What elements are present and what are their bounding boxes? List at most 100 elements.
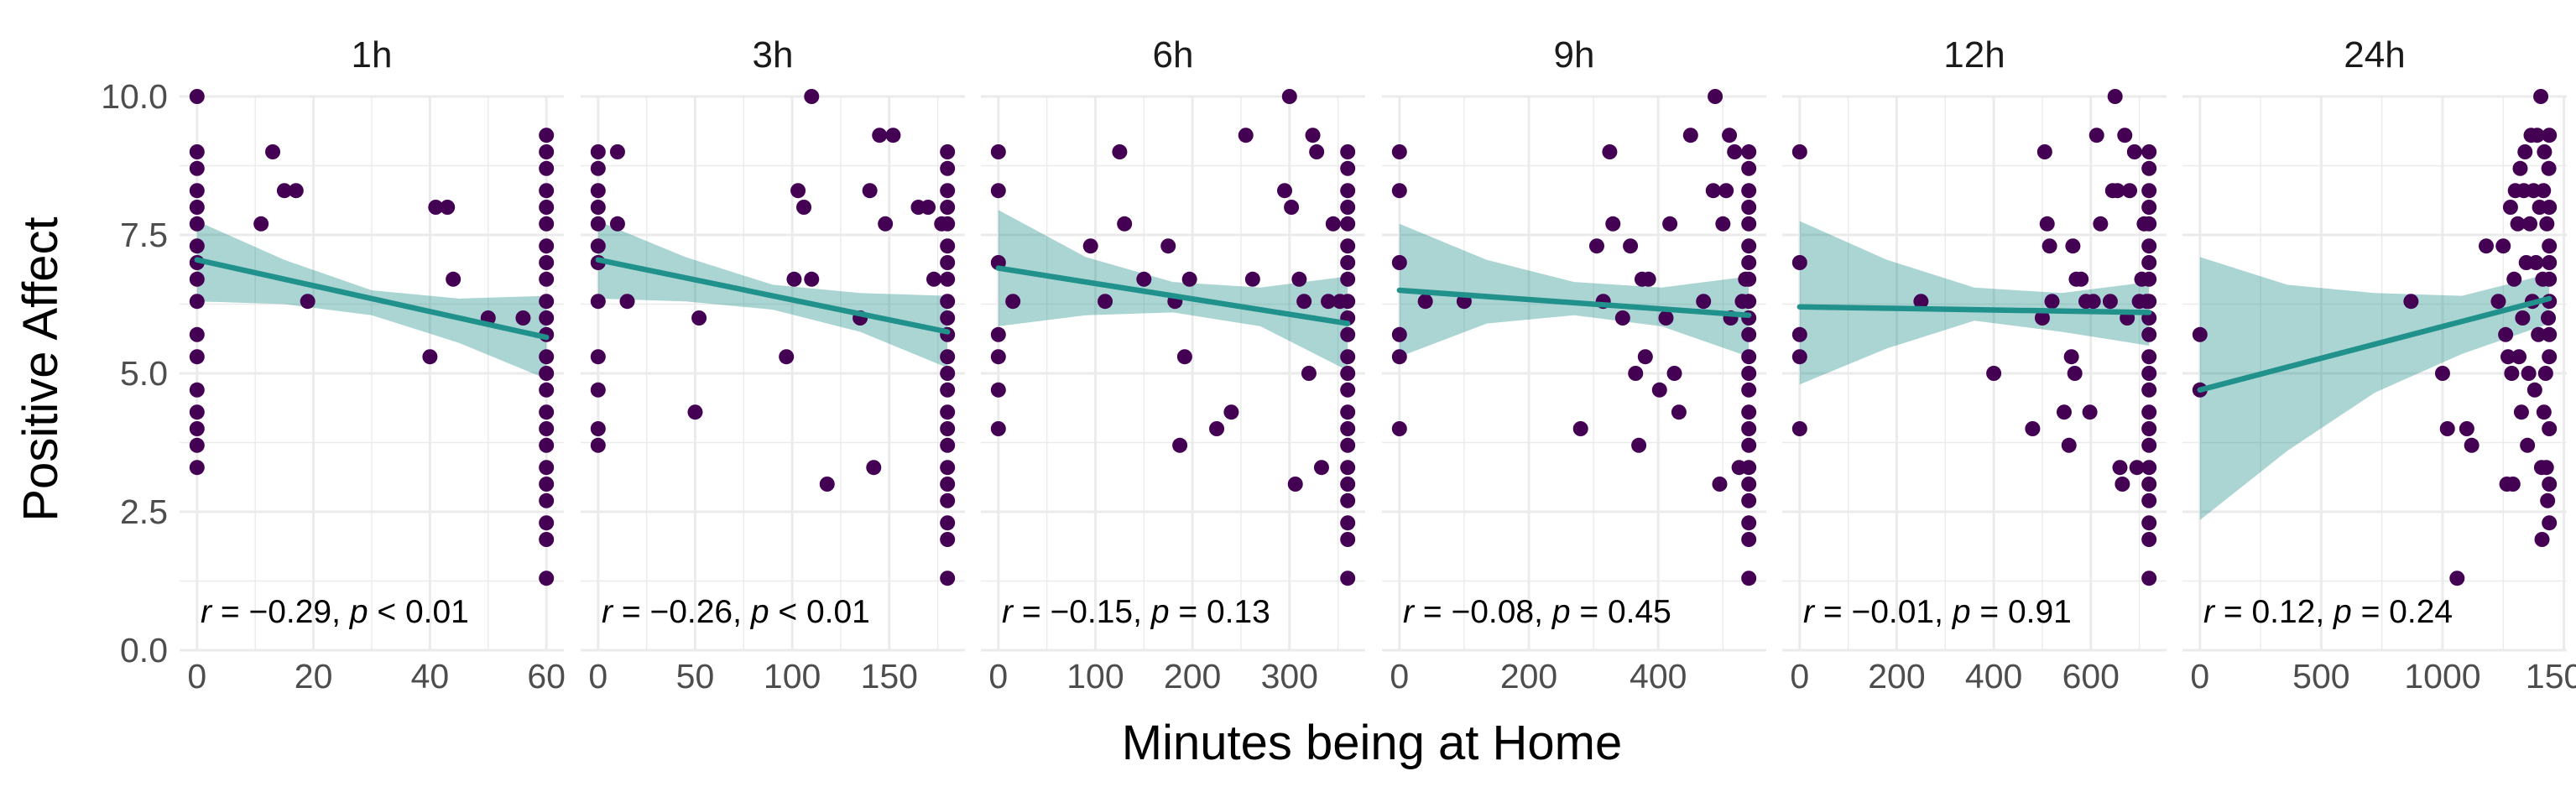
data-point [1741,437,1757,453]
data-point [1640,271,1656,287]
x-tick-label: 20 [295,657,333,696]
data-point [1637,349,1653,365]
correlation-annotation: r = 0.12, p = 0.24 [2203,594,2453,630]
data-point [940,532,956,547]
data-point [1741,477,1757,492]
data-point [2141,216,2157,232]
data-point [539,238,555,254]
correlation-annotation: r = −0.15, p = 0.13 [1002,594,1270,630]
data-point [1658,310,1674,326]
x-tick-label: 1000 [2404,657,2480,696]
data-point [539,492,555,508]
x-tick-label: 0 [988,657,1008,696]
data-point [2141,404,2157,420]
data-point [1651,382,1667,398]
data-point [539,200,555,215]
data-point [940,271,956,287]
data-point [2541,310,2557,326]
data-point [1340,492,1356,508]
data-point [1741,144,1757,159]
data-point [189,183,205,199]
data-point [1913,294,1929,310]
data-point [2464,437,2480,453]
data-point [2141,515,2157,531]
data-point [804,89,820,104]
data-point [2511,349,2527,365]
regression-line [2197,295,2553,393]
data-point [590,382,606,398]
data-point [1666,366,1682,381]
data-point [1671,404,1687,420]
data-point [2093,216,2109,232]
x-tick-label: 0 [588,657,607,696]
data-point [940,238,956,254]
data-point [2538,460,2554,476]
data-point [539,216,555,232]
panel-1h: 0 20 40 60 1h r = −0.29, p < 0.01 [180,34,566,696]
data-point [1287,477,1303,492]
data-point [940,144,956,159]
data-point [2025,421,2041,436]
regression-line [1396,287,1752,318]
data-point [2102,294,2118,310]
data-point [2540,492,2556,508]
data-point [1791,255,1807,270]
data-point [2141,349,2157,365]
x-tick-label: 50 [676,657,715,696]
data-point [539,349,555,365]
y-tick-label: 10.0 [101,77,168,116]
data-point [940,515,956,531]
panel-6h: 0 100 200 300 6h r = −0.15, p = 0.13 [981,34,1365,696]
data-point [1986,366,2002,381]
data-point [2088,128,2104,143]
data-point [1340,294,1356,310]
data-point [539,183,555,199]
data-point [1340,160,1356,176]
data-point [539,294,555,310]
x-tick-label: 100 [764,657,821,696]
data-point [1112,144,1128,159]
data-point [619,294,635,310]
panel-3h: 0 50 100 150 3h r = −0.26, p < 0.01 [581,34,965,696]
data-point [2063,349,2079,365]
data-point [2141,532,2157,547]
data-point [539,144,555,159]
data-point [265,144,281,159]
data-point [1301,366,1317,381]
x-tick-label: 400 [1630,657,1687,696]
data-point [940,437,956,453]
data-point [440,200,456,215]
data-point [872,128,888,143]
data-point [2439,421,2455,436]
data-point [940,294,956,310]
data-point [2141,421,2157,436]
data-point [2141,366,2157,381]
data-point [2521,366,2537,381]
data-point [940,492,956,508]
panels: 0 20 40 60 1h r = −0.29, p < 0.01 0 50 100 150 3h r… [180,34,2576,696]
data-point [2542,238,2558,254]
data-point [786,271,802,287]
data-point [2141,238,2157,254]
data-point [2036,144,2052,159]
data-point [2434,366,2450,381]
y-tick-label: 0.0 [120,631,168,670]
data-point [2490,294,2506,310]
data-point [2504,366,2520,381]
confidence-band [1399,223,1749,357]
data-point [1741,404,1757,420]
data-point [1325,216,1341,232]
data-point [2449,571,2465,586]
data-point [446,271,461,287]
x-tick-label: 0 [2190,657,2209,696]
data-point [609,144,625,159]
data-point [990,183,1006,199]
data-point [1238,128,1254,143]
data-point [539,515,555,531]
data-point [2141,571,2157,586]
data-point [428,200,444,215]
x-tick-label: 200 [1500,657,1557,696]
correlation-annotation: r = −0.01, p = 0.91 [1803,594,2072,630]
data-point [1340,382,1356,398]
